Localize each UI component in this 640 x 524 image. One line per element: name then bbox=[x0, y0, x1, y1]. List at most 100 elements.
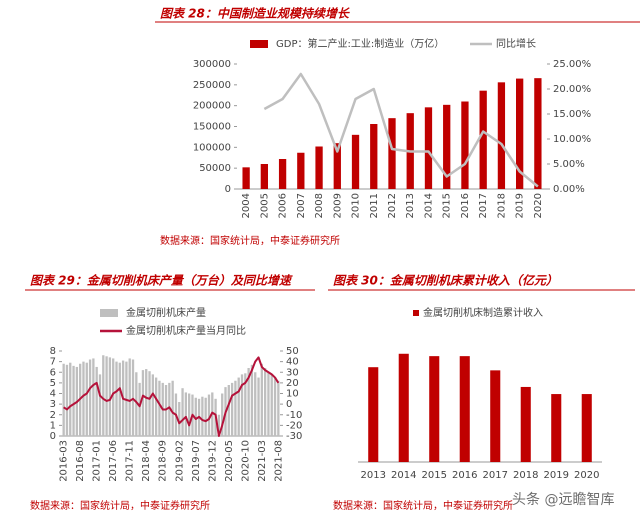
bar bbox=[297, 152, 305, 189]
y2-tick-label: -10 bbox=[286, 410, 302, 421]
bar bbox=[443, 104, 451, 189]
bar bbox=[92, 358, 95, 436]
x-tick-label: 2016-08 bbox=[75, 440, 86, 482]
bar bbox=[158, 380, 161, 436]
chart-title: 图表 30：金属切削机床累计收入（亿元） bbox=[333, 274, 558, 288]
bar bbox=[108, 357, 112, 436]
bar bbox=[138, 382, 141, 436]
x-tick-label: 2005 bbox=[259, 193, 270, 218]
x-tick-label: 2008 bbox=[314, 193, 325, 218]
bar bbox=[497, 82, 506, 189]
bar bbox=[581, 394, 592, 462]
y2-tick-label: 30 bbox=[286, 367, 299, 378]
x-tick-label: 2016-03 bbox=[59, 440, 70, 482]
x-tick-label: 2013 bbox=[405, 193, 416, 218]
y-tick-label: 2 bbox=[50, 410, 56, 421]
bar bbox=[260, 164, 268, 189]
y-tick-label: 50000 bbox=[199, 163, 231, 174]
bar bbox=[520, 386, 531, 462]
y-tick-label: 150000 bbox=[193, 122, 231, 133]
x-tick-label: 2017-11 bbox=[125, 440, 136, 482]
bar bbox=[171, 380, 174, 436]
x-tick-label: 2021-03 bbox=[257, 440, 268, 482]
bar bbox=[254, 372, 257, 436]
bar bbox=[62, 363, 65, 436]
bar bbox=[135, 372, 138, 436]
bar bbox=[234, 380, 237, 436]
line bbox=[63, 356, 280, 437]
y-tick-label: 0 bbox=[225, 184, 231, 195]
x-tick-label: 2018-09 bbox=[158, 440, 169, 482]
bar bbox=[151, 374, 154, 436]
bar bbox=[398, 353, 409, 462]
x-tick-label: 2007 bbox=[296, 193, 307, 218]
x-tick-label: 2009 bbox=[332, 193, 343, 218]
bar bbox=[516, 78, 524, 189]
x-tick-label: 2016 bbox=[460, 193, 471, 218]
bar bbox=[115, 361, 118, 436]
bar bbox=[154, 377, 158, 436]
x-tick-label: 2004 bbox=[241, 193, 252, 218]
bar bbox=[315, 146, 323, 189]
bar bbox=[128, 358, 131, 436]
bar bbox=[368, 367, 379, 462]
line bbox=[263, 72, 539, 188]
bar bbox=[490, 370, 501, 462]
x-tick-label: 2017-01 bbox=[92, 440, 103, 482]
bar bbox=[479, 90, 487, 189]
x-tick-label: 2019-02 bbox=[174, 440, 185, 482]
bar bbox=[201, 396, 204, 436]
x-tick-label: 2020-10 bbox=[240, 440, 251, 482]
bar bbox=[230, 382, 234, 436]
y2-tick-label: 0.00% bbox=[553, 184, 585, 195]
bar bbox=[204, 397, 207, 436]
x-tick-label: 2018-04 bbox=[141, 440, 152, 482]
bar bbox=[459, 356, 470, 462]
y2-tick-label: 5.00% bbox=[553, 159, 585, 170]
bar bbox=[145, 369, 148, 436]
bar bbox=[82, 361, 85, 436]
y2-tick-label: 50 bbox=[286, 346, 299, 357]
legend-swatch bbox=[413, 310, 419, 316]
y-tick-label: 8 bbox=[50, 346, 56, 357]
y-tick-label: 3 bbox=[50, 399, 56, 410]
x-tick-label: 2021-08 bbox=[273, 440, 284, 482]
y2-tick-label: 10 bbox=[286, 389, 299, 400]
bar bbox=[424, 107, 433, 189]
legend-label: 金属切削机床制造累计收入 bbox=[423, 306, 543, 319]
y-tick-label: 4 bbox=[50, 389, 56, 400]
x-tick-label: 2020 bbox=[533, 193, 544, 218]
y2-tick-label: 0 bbox=[286, 399, 292, 410]
y2-tick-label: 15.00% bbox=[553, 109, 591, 120]
x-tick-label: 2019 bbox=[544, 470, 569, 481]
bar bbox=[148, 371, 151, 436]
x-tick-label: 2019-07 bbox=[191, 440, 202, 482]
y2-tick-label: 10.00% bbox=[553, 134, 591, 145]
x-tick-label: 2017 bbox=[483, 470, 508, 481]
x-tick-label: 2017-06 bbox=[108, 440, 119, 482]
bar bbox=[278, 159, 287, 189]
y2-tick-label: -20 bbox=[286, 420, 302, 431]
bar bbox=[188, 393, 191, 436]
y-tick-label: 1 bbox=[50, 420, 56, 431]
bar bbox=[263, 368, 267, 436]
y2-tick-label: -30 bbox=[286, 431, 302, 442]
bar bbox=[72, 365, 75, 436]
bar bbox=[105, 356, 108, 436]
x-tick-label: 2019-12 bbox=[207, 440, 218, 482]
bar bbox=[333, 143, 341, 189]
x-tick-label: 2006 bbox=[278, 193, 289, 218]
bar bbox=[260, 363, 263, 436]
legend-swatch bbox=[250, 40, 268, 48]
x-tick-label: 2014 bbox=[423, 193, 434, 218]
y2-tick-label: 40 bbox=[286, 357, 299, 368]
y-tick-label: 300000 bbox=[193, 59, 231, 70]
bar bbox=[95, 366, 98, 436]
legend-label: 金属切削机床产量当月同比 bbox=[126, 324, 246, 337]
x-tick-label: 2015 bbox=[442, 193, 453, 218]
y-tick-label: 5 bbox=[50, 378, 56, 389]
bar bbox=[273, 377, 277, 436]
legend-label: 同比增长 bbox=[496, 37, 536, 50]
bar bbox=[250, 364, 254, 436]
